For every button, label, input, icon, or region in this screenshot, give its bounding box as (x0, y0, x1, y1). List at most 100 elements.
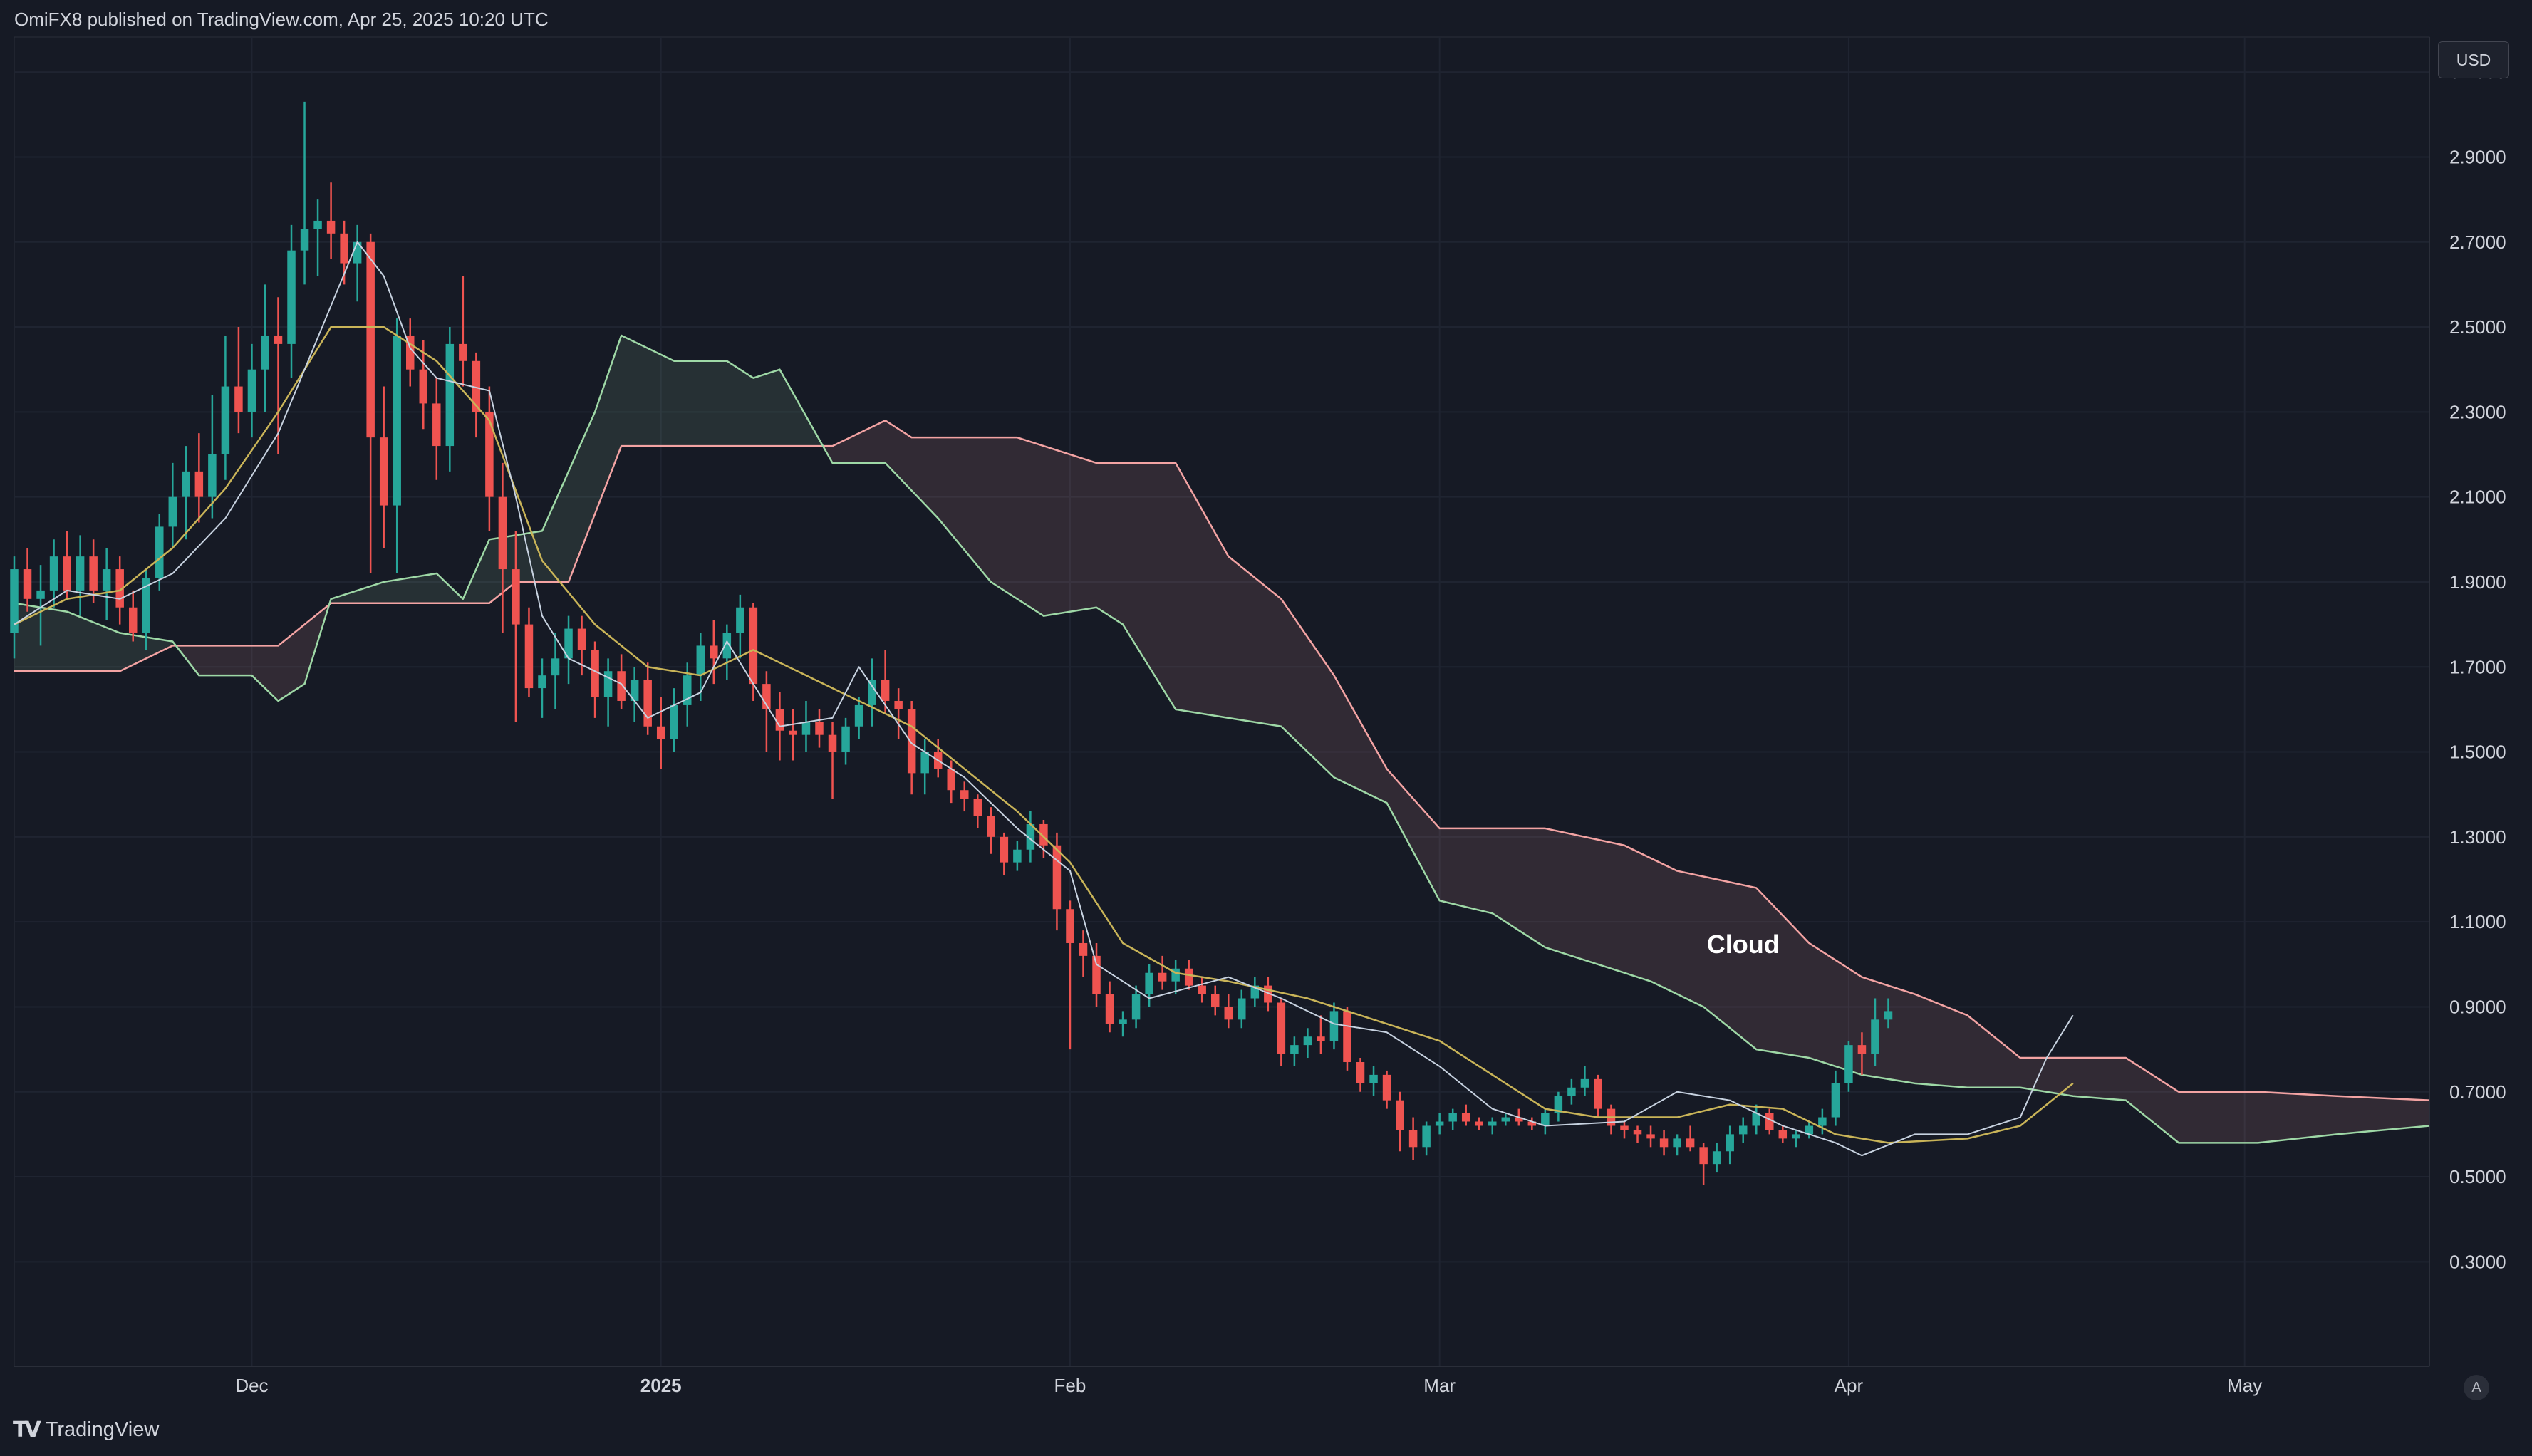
x-tick-label: May (2227, 1375, 2262, 1396)
candle-body (1792, 1134, 1800, 1139)
y-tick-label: 2.3000 (2449, 401, 2506, 422)
candle-body (1264, 985, 1272, 1003)
candle-body (1066, 909, 1074, 943)
candle-body (115, 569, 124, 608)
candle-body (1408, 1130, 1418, 1148)
candle-body (23, 569, 32, 599)
candle-body (1659, 1138, 1669, 1148)
candle-body (1013, 849, 1022, 863)
candle-body (1238, 998, 1246, 1020)
candle-body (801, 722, 811, 735)
cloud-annotation: Cloud (1707, 930, 1780, 959)
candle-body (353, 241, 362, 264)
candle-body (498, 496, 507, 570)
y-tick-label: 2.5000 (2449, 316, 2506, 338)
candle-body (1290, 1045, 1299, 1054)
candle-body (762, 684, 771, 709)
auto-scale-button[interactable]: A (2464, 1375, 2489, 1400)
kijun-sen-line (14, 326, 2074, 1144)
candle-body (894, 700, 903, 709)
candle-body (1171, 968, 1180, 982)
candle-body (1857, 1045, 1867, 1054)
candle-body (155, 526, 164, 578)
candle-body (1646, 1134, 1655, 1139)
candle-body (577, 628, 586, 650)
candle-body (1422, 1125, 1431, 1148)
candle-body (1686, 1138, 1695, 1148)
tradingview-logo-icon: TV (13, 1418, 41, 1442)
candle-body (1461, 1113, 1470, 1122)
candle-body (313, 220, 322, 229)
y-tick-label: 0.5000 (2449, 1166, 2506, 1187)
candle-body (261, 335, 269, 370)
candle-body (234, 386, 243, 412)
candle-body (1501, 1117, 1510, 1122)
candle-body (340, 233, 348, 264)
candle-body (1198, 985, 1206, 994)
candle-body (828, 734, 837, 752)
candle-body (49, 556, 58, 591)
candle-body (419, 369, 428, 404)
y-tick-label: 2.9000 (2449, 146, 2506, 167)
candle-body (1580, 1078, 1589, 1088)
candle-body (1119, 1019, 1127, 1024)
candle-body (1699, 1147, 1708, 1165)
candle-body (1712, 1151, 1721, 1165)
candle-body (247, 369, 256, 412)
candle-body (1356, 1061, 1365, 1083)
y-tick-label: 0.3000 (2449, 1251, 2506, 1272)
candle-body (102, 569, 111, 591)
candle-body (538, 675, 546, 689)
candle-body (1884, 1011, 1893, 1020)
candle-body (1726, 1134, 1734, 1152)
candle-body (472, 360, 481, 412)
candle-body (1329, 1011, 1339, 1041)
candle-body (603, 671, 613, 697)
candle-body (1673, 1138, 1681, 1148)
footer-bar: TV TradingView (0, 1406, 2532, 1456)
x-tick-label: Feb (1054, 1375, 1086, 1396)
candle-body (947, 769, 955, 791)
x-tick-label: Mar (1423, 1375, 1456, 1396)
plot-area (14, 36, 2430, 1367)
candle-body (960, 790, 969, 799)
candle-body (1131, 994, 1141, 1020)
candle-body (63, 556, 71, 591)
candle-body (512, 569, 520, 625)
candle-body (1000, 836, 1009, 863)
candle-body (445, 343, 455, 447)
candle-body (736, 607, 744, 633)
candle-body (1303, 1036, 1312, 1046)
candle-body (551, 658, 560, 676)
candle-body (1079, 942, 1088, 956)
candle-body (1765, 1113, 1774, 1130)
x-tick-label: Dec (235, 1375, 268, 1396)
candle-body (1515, 1117, 1523, 1122)
candle-body (1527, 1121, 1537, 1126)
candle-body (1554, 1096, 1563, 1113)
candle-body (1026, 823, 1035, 850)
candle-body (485, 412, 494, 497)
candle-body (1343, 1011, 1351, 1062)
tradingview-logo[interactable]: TV TradingView (13, 1418, 159, 1442)
y-tick-label: 0.7000 (2449, 1081, 2506, 1103)
candle-body (1184, 968, 1193, 986)
y-tick-label: 0.9000 (2449, 996, 2506, 1017)
candle-body (1396, 1100, 1404, 1130)
candle-body (617, 671, 626, 701)
currency-button[interactable]: USD (2438, 41, 2509, 78)
candle-body (656, 726, 665, 739)
candle-body (1224, 1007, 1233, 1020)
candle-body (1435, 1121, 1444, 1126)
candle-body (379, 437, 388, 506)
y-tick-label: 1.1000 (2449, 911, 2506, 932)
candle-body (1369, 1074, 1378, 1083)
candle-body (815, 722, 824, 735)
published-note: OmiFX8 published on TradingView.com, Apr… (14, 9, 549, 30)
candle-body (1210, 994, 1220, 1007)
candle-body (789, 730, 797, 735)
candle-body (987, 816, 995, 837)
header-bar: OmiFX8 published on TradingView.com, Apr… (0, 0, 2532, 36)
cloud-fill (331, 335, 826, 603)
